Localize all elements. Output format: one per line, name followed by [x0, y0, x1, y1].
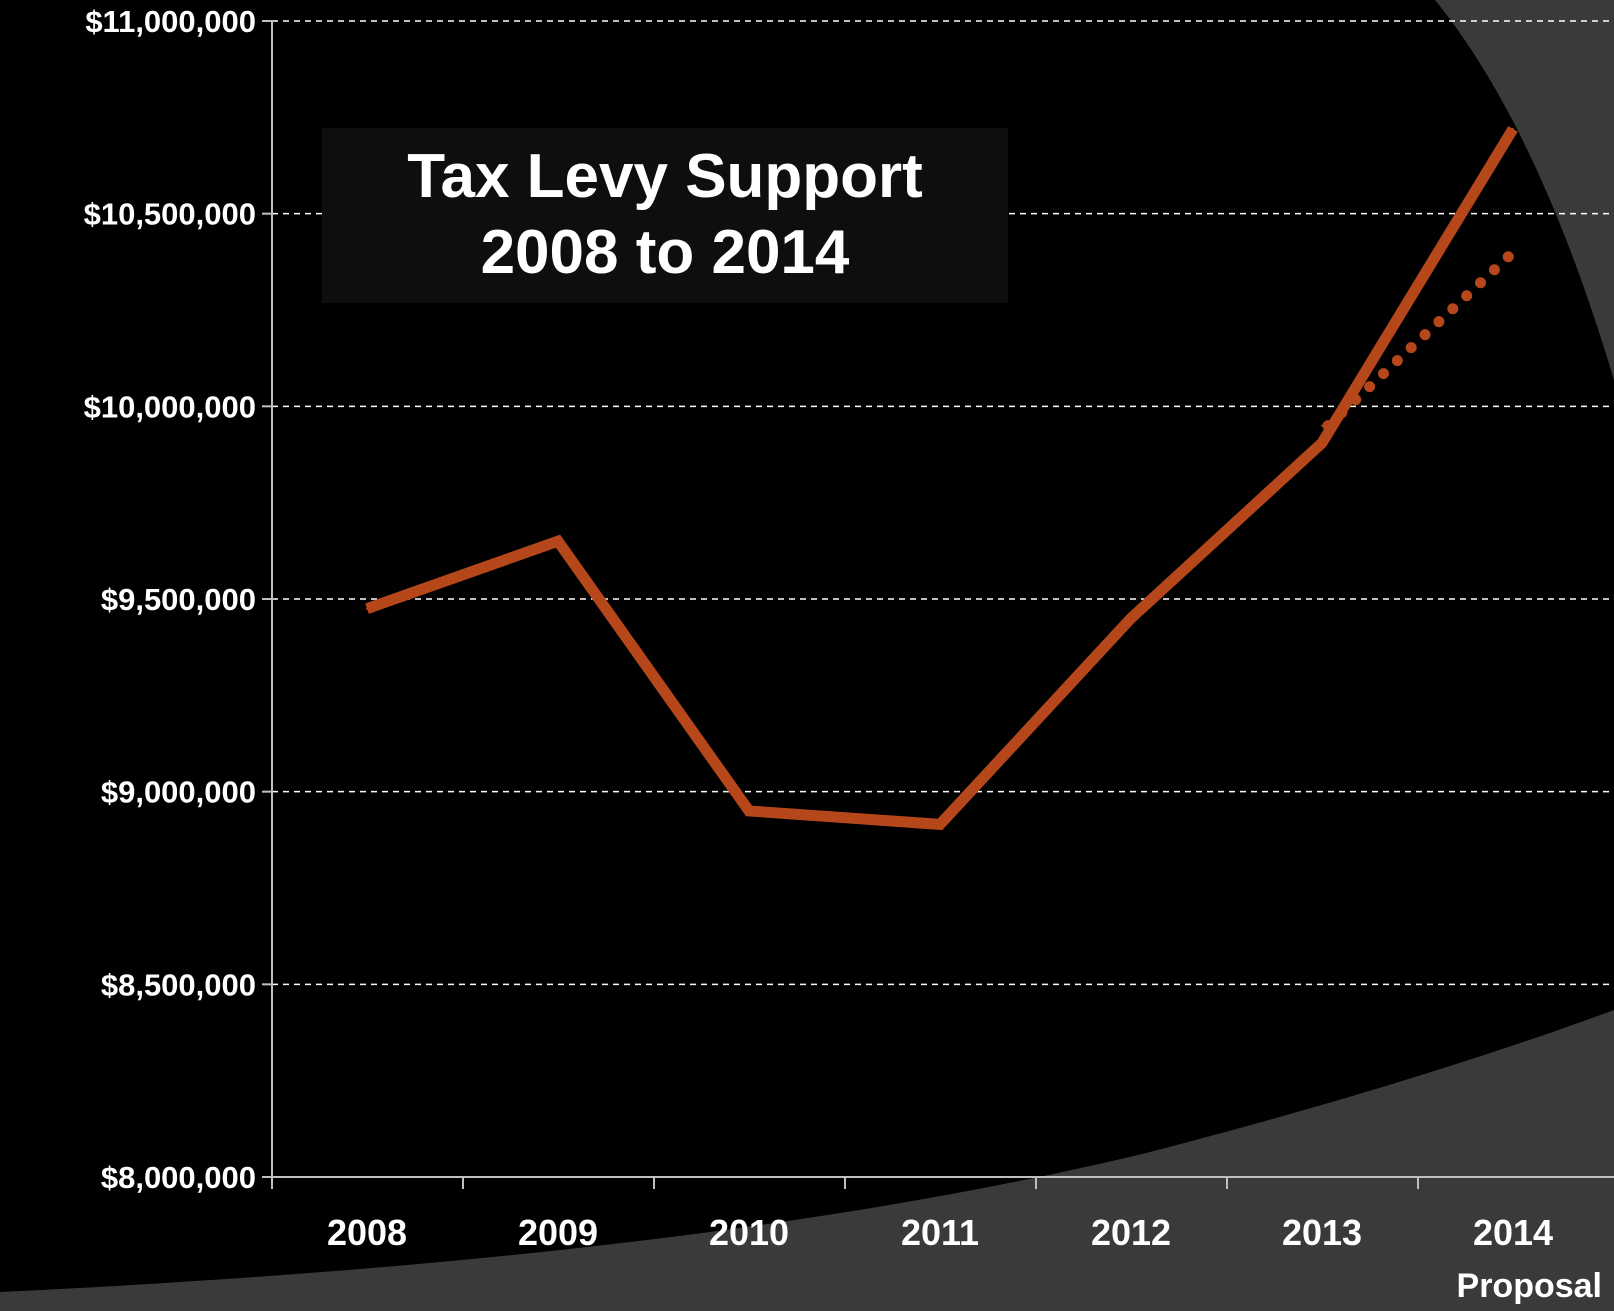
- y-tick-label: $8,000,000: [101, 1160, 256, 1195]
- series-point-solid: [557, 540, 559, 543]
- series-point-solid: [1512, 127, 1514, 130]
- y-tick-label: $8,500,000: [101, 967, 256, 1002]
- x-tick-label: 2012: [1091, 1212, 1171, 1253]
- series-point-solid: [748, 809, 750, 812]
- y-tick-label: $10,500,000: [84, 197, 256, 232]
- series-point-solid: [1130, 617, 1132, 620]
- x-tick-sublabel: Proposal: [1457, 1267, 1602, 1305]
- x-axis-tick-labels: 2008 2009 2010 2011 2012 2013 2014 Proposal: [327, 1212, 1602, 1305]
- x-tick-label: 2009: [518, 1212, 598, 1253]
- series-point-dotted: [1321, 424, 1323, 427]
- series-line-dotted: [1322, 250, 1515, 432]
- y-tick-label: $11,000,000: [85, 4, 256, 39]
- x-tick-label: 2008: [327, 1212, 407, 1253]
- x-tick-label: 2011: [901, 1212, 979, 1253]
- y-tick-label: $9,000,000: [101, 775, 256, 810]
- background-swoosh-bottom: [0, 1010, 1614, 1311]
- chart-title-box: Tax Levy Support 2008 to 2014: [322, 128, 1008, 303]
- background-swoosh-top-right: [1435, 0, 1614, 380]
- axes: [262, 20, 1614, 1189]
- series-point-solid: [939, 823, 941, 826]
- chart-title-line-1: Tax Levy Support: [407, 142, 923, 211]
- title-background: [322, 128, 1008, 303]
- series-point-dotted: [1512, 255, 1514, 258]
- x-tick-label: 2010: [709, 1212, 789, 1253]
- x-tick-label: 2013: [1282, 1212, 1362, 1253]
- y-tick-label: $10,000,000: [84, 389, 256, 424]
- series-lines: [365, 126, 1518, 831]
- series-point-solid: [1321, 441, 1323, 444]
- y-axis-tick-labels: $8,000,000 $8,500,000 $9,000,000 $9,500,000…: [84, 4, 256, 1195]
- chart-title-line-2: 2008 to 2014: [481, 218, 850, 287]
- series-point-solid: [366, 607, 368, 610]
- y-tick-label: $9,500,000: [101, 582, 256, 617]
- x-tick-label: 2014: [1473, 1212, 1553, 1253]
